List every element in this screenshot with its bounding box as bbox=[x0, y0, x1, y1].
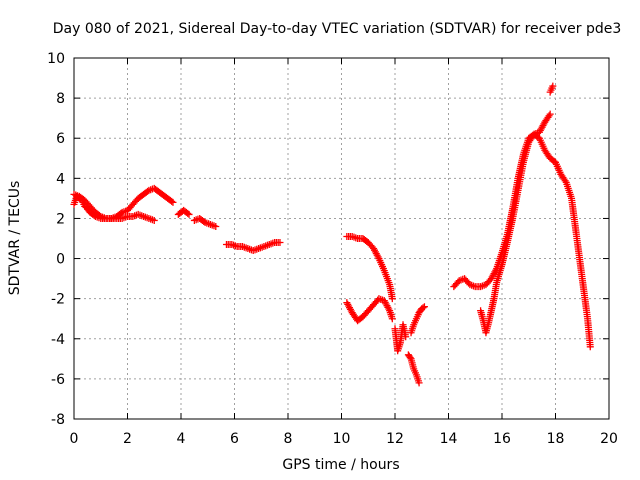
plot-frame bbox=[73, 57, 610, 420]
data-point bbox=[385, 305, 393, 313]
data-point bbox=[230, 241, 238, 249]
data-point bbox=[419, 304, 427, 312]
data-point bbox=[586, 343, 594, 351]
data-point bbox=[168, 197, 176, 205]
data-point bbox=[131, 212, 139, 220]
data-point bbox=[276, 239, 284, 247]
y-tick-label: 0 bbox=[56, 252, 65, 268]
x-tick-label: 8 bbox=[284, 431, 293, 447]
x-tick-label: 12 bbox=[386, 431, 404, 447]
y-tick-label: 8 bbox=[56, 91, 65, 107]
data-point bbox=[169, 198, 177, 206]
x-axis-label: GPS time / hours bbox=[282, 457, 399, 473]
y-tick-label: -4 bbox=[51, 332, 65, 348]
data-point bbox=[545, 112, 553, 120]
y-tick-label: 4 bbox=[56, 171, 65, 187]
x-tick-label: 16 bbox=[493, 431, 511, 447]
data-point bbox=[150, 216, 158, 224]
data-point bbox=[122, 213, 130, 221]
y-tick-label: -6 bbox=[51, 372, 65, 388]
data-point bbox=[420, 303, 428, 311]
data-point bbox=[388, 315, 396, 323]
data-points bbox=[70, 82, 594, 387]
y-tick-label: 10 bbox=[47, 51, 65, 67]
x-tick-label: 2 bbox=[123, 431, 132, 447]
y-axis-label: SDTVAR / TECUs bbox=[7, 181, 23, 296]
x-tick-label: 6 bbox=[230, 431, 239, 447]
data-point bbox=[212, 222, 220, 230]
data-point bbox=[406, 353, 414, 361]
data-point bbox=[546, 110, 554, 118]
chart-title: Day 080 of 2021, Sidereal Day-to-day VTE… bbox=[53, 21, 622, 37]
data-point bbox=[350, 233, 358, 241]
axis-ticks: 0 2 4 6 8 10 12 14 16 18 20 -8 -6 -4 -2 0 2 4 6 8 10 bbox=[47, 51, 618, 447]
y-tick-label: -2 bbox=[51, 292, 65, 308]
data-point bbox=[549, 82, 557, 90]
x-tick-label: 4 bbox=[177, 431, 186, 447]
grid-lines bbox=[74, 58, 609, 419]
y-tick-label: 6 bbox=[56, 131, 65, 147]
data-point bbox=[561, 177, 569, 185]
x-tick-label: 18 bbox=[547, 431, 565, 447]
data-point bbox=[352, 234, 360, 242]
data-point bbox=[374, 253, 382, 261]
data-point bbox=[231, 242, 239, 250]
x-tick-label: 20 bbox=[600, 431, 618, 447]
data-point bbox=[185, 210, 193, 218]
x-tick-label: 14 bbox=[440, 431, 458, 447]
data-point bbox=[388, 295, 396, 303]
data-point bbox=[415, 379, 423, 387]
y-tick-label: 2 bbox=[56, 211, 65, 227]
data-point bbox=[200, 217, 208, 225]
x-tick-label: 10 bbox=[333, 431, 351, 447]
data-point bbox=[144, 187, 152, 195]
data-point bbox=[184, 209, 192, 217]
y-tick-label: -8 bbox=[51, 412, 65, 428]
data-point bbox=[95, 211, 103, 219]
data-point bbox=[402, 333, 410, 341]
x-tick-label: 0 bbox=[70, 431, 79, 447]
